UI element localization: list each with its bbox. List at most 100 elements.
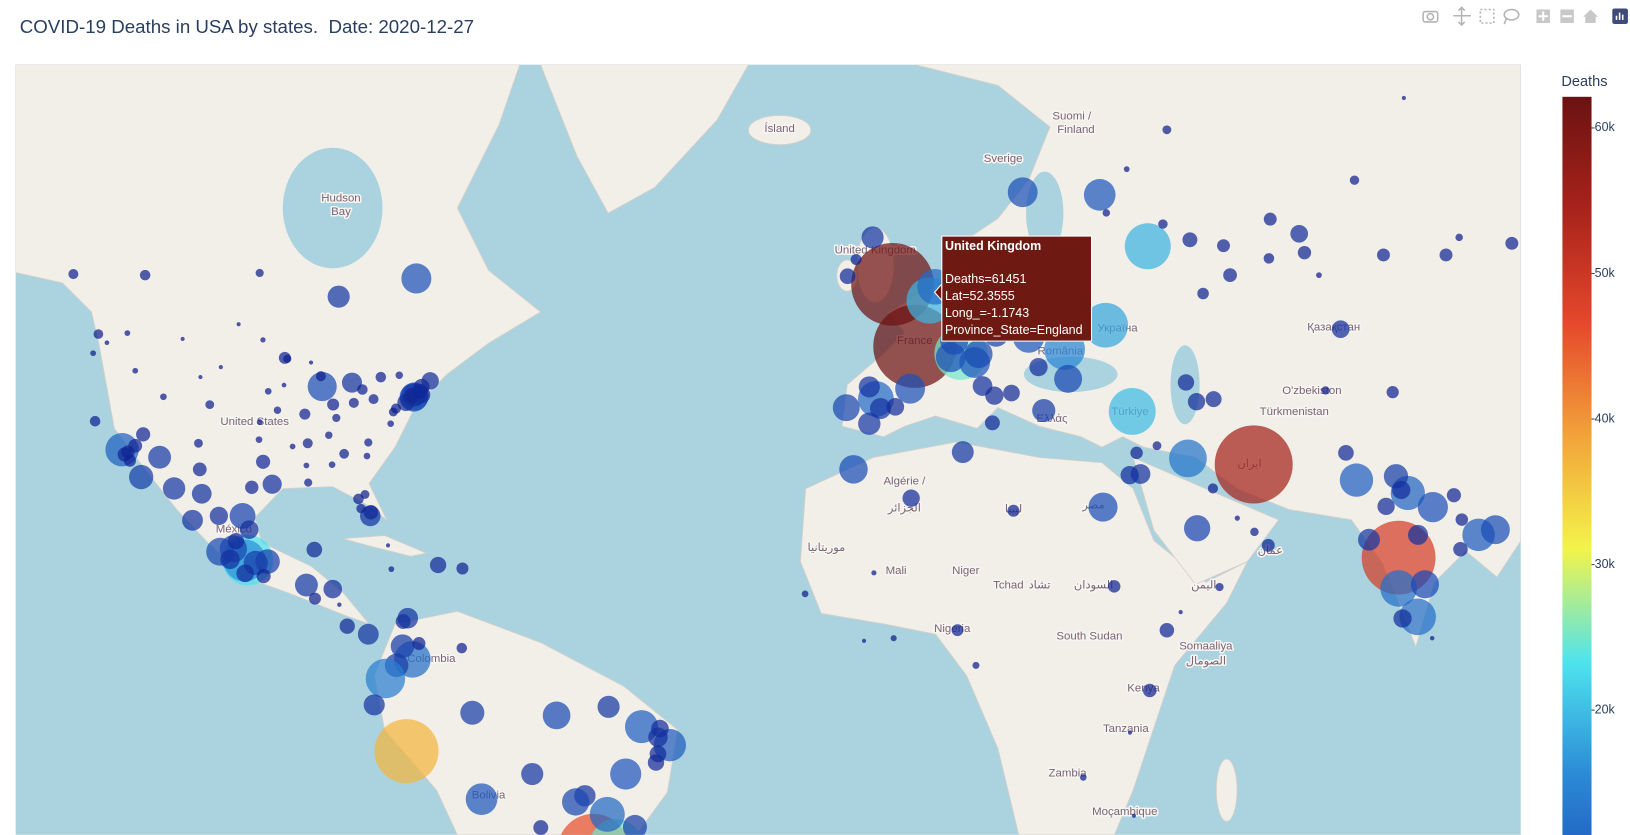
camera-button[interactable]: [1422, 10, 1439, 23]
map-label: Tchad: [993, 579, 1023, 591]
bubble: [873, 304, 957, 388]
bubble: [401, 263, 432, 294]
bubble: [413, 378, 430, 395]
bubble: [327, 285, 350, 308]
bubble: [1158, 219, 1168, 229]
bubble: [839, 455, 868, 484]
bubble: [1321, 386, 1330, 395]
map-label: Hudson: [321, 193, 360, 205]
hudson-bay: [282, 147, 383, 269]
bubble: [1480, 515, 1510, 545]
bubble: [1131, 813, 1137, 818]
map-label: السودان: [1074, 579, 1113, 592]
bubble: [245, 480, 259, 494]
bubble: [1003, 384, 1020, 402]
bubble: [1162, 125, 1172, 135]
bubble: [236, 564, 255, 583]
bubble: [255, 549, 280, 574]
map-label: Ísland: [764, 122, 794, 135]
bubble: [850, 253, 862, 266]
map-label: الصومال: [1186, 655, 1226, 668]
bubble: [1543, 134, 1549, 140]
bubble: [90, 350, 97, 357]
south-america: [373, 610, 679, 835]
bubble: [1410, 570, 1439, 599]
bubble: [306, 541, 323, 558]
bubble: [1142, 683, 1157, 698]
bubble: [89, 415, 101, 427]
bubble: [387, 420, 395, 428]
bubble: [262, 474, 282, 494]
map-label: Algérie /: [883, 475, 926, 487]
bubble: [597, 695, 620, 718]
bubble: [839, 268, 856, 285]
bubble: [239, 520, 259, 539]
bubble: [256, 569, 271, 584]
lasso-button[interactable]: [1503, 8, 1520, 25]
bubble: [308, 360, 314, 365]
bubble: [136, 427, 151, 442]
map-label: United States: [220, 416, 289, 428]
bubble: [357, 384, 368, 395]
bubble: [385, 543, 391, 548]
hover-box: [941, 235, 1093, 342]
cuba: [342, 535, 428, 557]
map-label: اليمن: [1191, 579, 1216, 592]
bubble: [227, 532, 245, 550]
bubble: [162, 477, 186, 500]
pan-button[interactable]: [1453, 6, 1471, 27]
bubble: [68, 269, 79, 280]
bubble: [390, 634, 415, 658]
bubble: [1108, 387, 1156, 435]
bubble: [1083, 302, 1129, 348]
box-select-button[interactable]: [1479, 8, 1495, 24]
bubble: [1007, 504, 1020, 517]
bubble: [1130, 464, 1151, 484]
bubble: [1316, 272, 1322, 279]
bubble: [1207, 483, 1219, 494]
toolbar: [1422, 6, 1628, 27]
bubble: [1377, 248, 1390, 262]
bubble: [128, 438, 143, 453]
bubble: [465, 783, 498, 816]
map-label: Niger: [952, 565, 979, 577]
bubble: [1446, 488, 1461, 503]
bubble: [307, 371, 337, 402]
bubble: [356, 503, 366, 514]
plotly-logo[interactable]: [1612, 8, 1628, 25]
bubble: [1377, 497, 1395, 516]
bubble: [139, 269, 151, 281]
bubble: [364, 438, 373, 447]
bubble: [1205, 391, 1222, 408]
map: Ísland Suomi /Finland Sverige United Kingdo…: [15, 64, 1549, 835]
bubble: [273, 406, 282, 414]
bubble: [198, 375, 203, 380]
bubble: [1102, 209, 1111, 217]
map-label: Sverige: [984, 153, 1023, 165]
bubble: [1217, 239, 1230, 253]
bubble: [412, 637, 426, 650]
bubble: [339, 448, 350, 459]
bubble: [327, 398, 340, 411]
map-label: Finland: [1057, 124, 1094, 136]
colorbar-title: Deaths: [1561, 74, 1607, 90]
bubble: [1215, 582, 1224, 592]
map-label: Bay: [331, 206, 351, 218]
bubble: [861, 226, 884, 249]
bubble: [303, 462, 310, 469]
bubble: [429, 556, 447, 574]
bubble: [332, 413, 341, 423]
reset-button[interactable]: [1583, 9, 1598, 23]
bubble: [264, 387, 272, 395]
bubble: [256, 419, 263, 425]
iceland: [748, 115, 812, 146]
bubble: [984, 415, 1000, 431]
bubble: [363, 504, 379, 520]
bubble: [1187, 393, 1206, 411]
zoom-in-button[interactable]: [1536, 9, 1550, 23]
bubble: [1079, 774, 1087, 781]
zoom-out-button[interactable]: [1560, 9, 1574, 23]
africa: [800, 441, 1249, 835]
